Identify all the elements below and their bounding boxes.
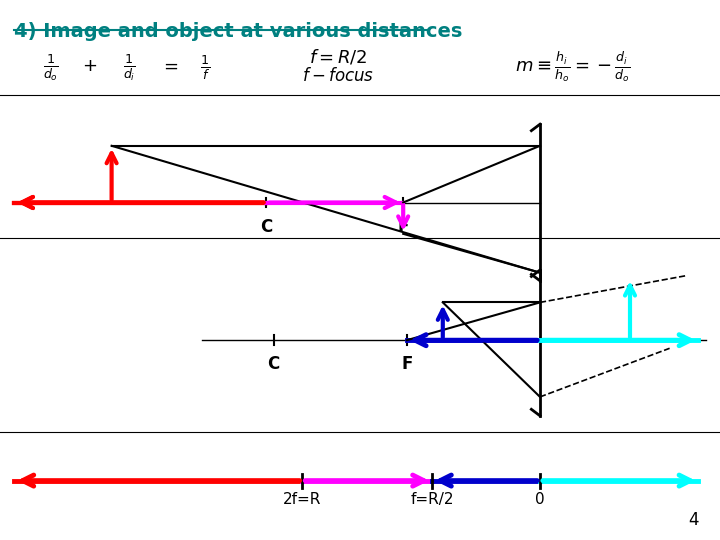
Text: $f - focus$: $f - focus$: [302, 66, 374, 85]
Text: 4: 4: [688, 511, 698, 529]
Text: C: C: [267, 355, 280, 373]
Text: C: C: [260, 218, 273, 235]
Text: $\frac{1}{d_i}$: $\frac{1}{d_i}$: [123, 52, 136, 83]
Text: F: F: [401, 355, 413, 373]
Text: 2f=R: 2f=R: [283, 492, 322, 508]
Text: 4) Image and object at various distances: 4) Image and object at various distances: [14, 22, 463, 40]
Text: $m \equiv \frac{h_i}{h_o} = -\frac{d_i}{d_o}$: $m \equiv \frac{h_i}{h_o} = -\frac{d_i}{…: [515, 51, 630, 84]
Text: $=$: $=$: [160, 57, 179, 75]
Text: $\frac{1}{d_o}$: $\frac{1}{d_o}$: [42, 52, 58, 83]
Text: f=R/2: f=R/2: [410, 492, 454, 508]
Text: F: F: [397, 218, 409, 235]
Text: $f = R/2$: $f = R/2$: [310, 47, 367, 66]
Text: 0: 0: [535, 492, 545, 508]
Text: $+$: $+$: [82, 57, 98, 75]
Text: $\frac{1}{f}$: $\frac{1}{f}$: [200, 53, 210, 82]
